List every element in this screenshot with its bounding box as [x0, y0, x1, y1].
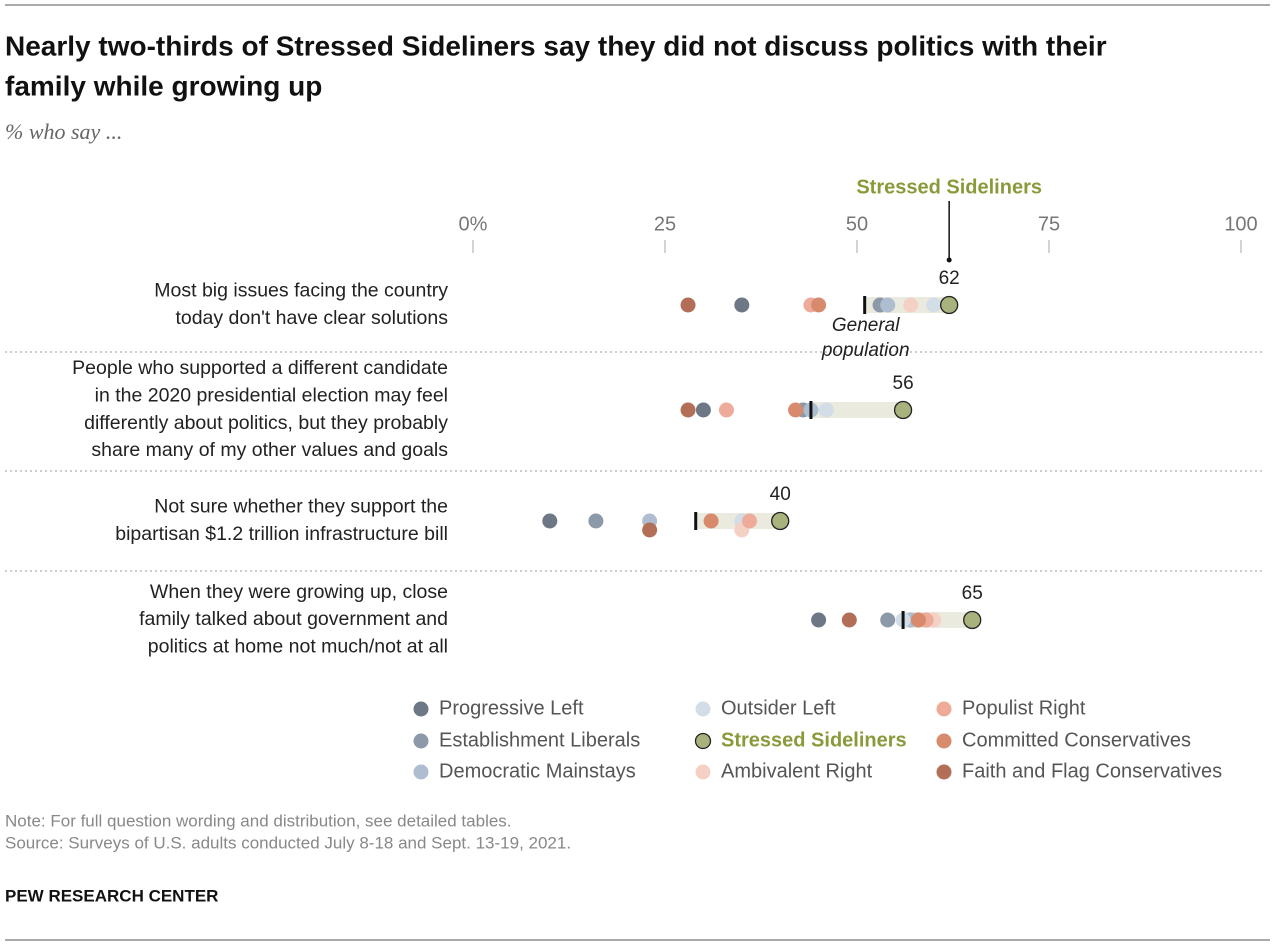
x-tick-label: 50 — [846, 213, 868, 235]
row-label: differently about politics, but they pro… — [84, 412, 448, 434]
dot — [695, 402, 711, 418]
legend-swatch — [695, 701, 711, 717]
highlight-dot — [963, 610, 982, 630]
x-tick-label: 75 — [1038, 213, 1060, 235]
value-label: 40 — [770, 484, 791, 505]
legend-swatch — [936, 733, 952, 749]
chart-title: family while growing up — [5, 70, 322, 101]
x-tick-label: 100 — [1224, 213, 1257, 235]
dot — [642, 522, 658, 538]
legend-swatch — [695, 764, 711, 780]
dot — [880, 612, 896, 628]
row-label: When they were growing up, close — [150, 581, 448, 603]
highlight-dot — [771, 511, 790, 531]
legend-label: Faith and Flag Conservatives — [962, 760, 1222, 782]
note: Source: Surveys of U.S. adults conducted… — [5, 833, 571, 852]
legend-swatch — [413, 733, 429, 749]
dot — [811, 297, 827, 313]
highlight-dot — [893, 400, 913, 420]
row-label: share many of my other values and goals — [91, 439, 448, 461]
row-label: family talked about government and — [139, 608, 448, 630]
legend-label: Ambivalent Right — [721, 760, 873, 782]
dot — [703, 513, 719, 529]
source: PEW RESEARCH CENTER — [5, 886, 218, 905]
dot — [788, 402, 804, 418]
row-label: People who supported a different candida… — [72, 357, 448, 379]
dot — [741, 513, 757, 529]
chart-title: Nearly two-thirds of Stressed Sideliners… — [5, 30, 1107, 61]
dot — [680, 297, 696, 313]
legend-swatch — [413, 764, 429, 780]
subtitle: % who say ... — [5, 119, 122, 144]
highlight-dot — [940, 295, 959, 315]
legend-swatch — [936, 764, 952, 780]
legend-label: Outsider Left — [721, 697, 836, 719]
row-label: bipartisan $1.2 trillion infrastructure … — [115, 523, 448, 545]
x-tick-label: 0% — [459, 213, 488, 235]
dot — [818, 402, 834, 418]
dot — [926, 297, 942, 313]
dot — [811, 612, 827, 628]
legend-label: Democratic Mainstays — [439, 760, 636, 782]
legend-swatch — [413, 701, 429, 717]
row-label: politics at home not much/not at all — [148, 635, 448, 657]
value-label: 65 — [962, 583, 983, 604]
dot — [680, 402, 696, 418]
legend-swatch — [694, 732, 712, 750]
dot — [542, 513, 558, 529]
dot — [718, 402, 734, 418]
dot — [910, 612, 926, 628]
legend-label: Establishment Liberals — [439, 729, 640, 751]
row-label: today don't have clear solutions — [175, 307, 448, 329]
reference-label: General — [832, 315, 900, 336]
dot — [903, 297, 919, 313]
dot — [734, 297, 750, 313]
legend-swatch — [936, 701, 952, 717]
legend-label: Committed Conservatives — [962, 729, 1191, 751]
reference-label: population — [821, 340, 910, 361]
highlight-pointer-dot — [946, 257, 952, 263]
range-band — [810, 402, 904, 418]
value-label: 62 — [939, 268, 960, 289]
dot — [880, 297, 896, 313]
row-label: Most big issues facing the country — [154, 280, 448, 302]
x-tick-label: 25 — [654, 213, 676, 235]
legend-label: Progressive Left — [439, 697, 584, 719]
legend-label: Stressed Sideliners — [721, 729, 907, 751]
value-label: 56 — [893, 373, 914, 394]
note: Note: For full question wording and dist… — [5, 811, 512, 830]
highlight-label: Stressed Sideliners — [856, 176, 1042, 198]
row-label: Not sure whether they support the — [154, 496, 448, 518]
row-label: in the 2020 presidential election may fe… — [95, 385, 448, 407]
dot — [588, 513, 604, 529]
legend-label: Populist Right — [962, 697, 1086, 719]
dot — [841, 612, 857, 628]
